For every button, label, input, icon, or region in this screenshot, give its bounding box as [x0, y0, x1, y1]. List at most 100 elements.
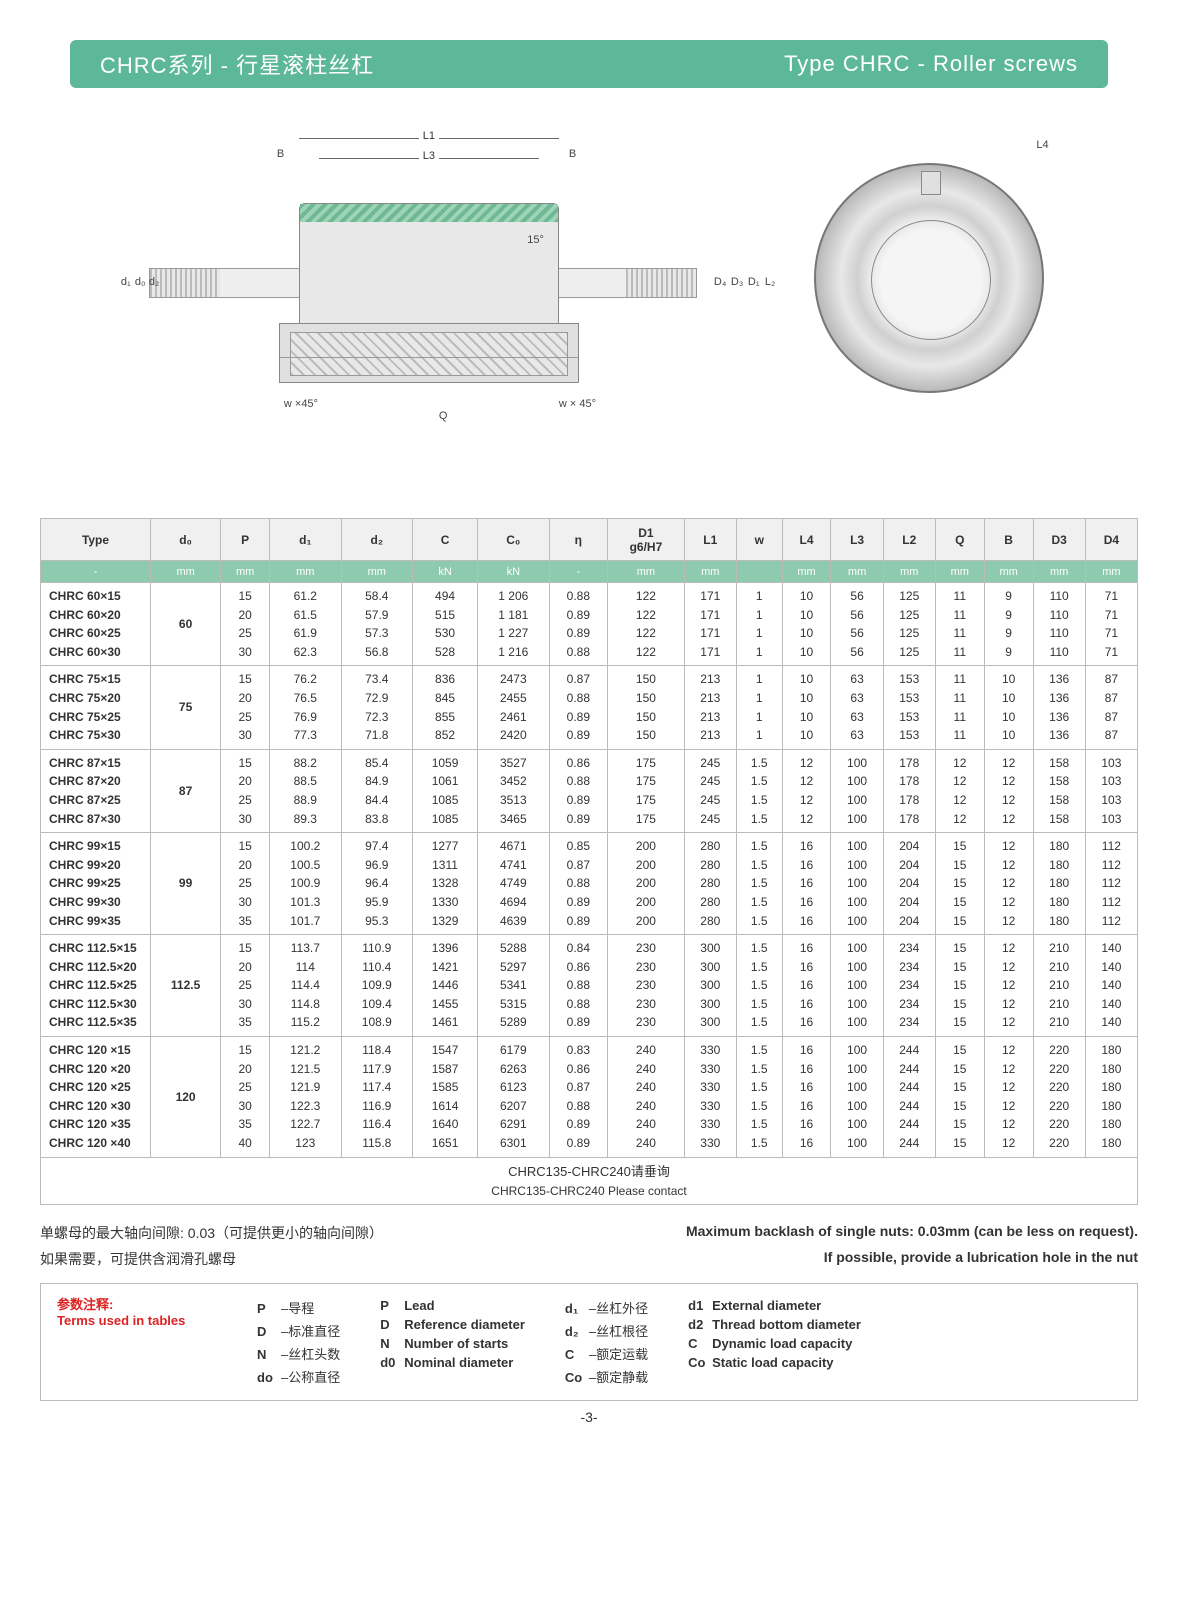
data-cell: 1520253035	[221, 833, 270, 935]
data-cell: 1.51.51.51.5	[736, 749, 782, 832]
data-cell: 12771311132813301329	[413, 833, 478, 935]
type-cell: CHRC 87×15CHRC 87×20CHRC 87×25CHRC 87×30	[41, 749, 151, 832]
data-cell: 110110110110	[1033, 583, 1085, 666]
data-cell: 15202530	[221, 749, 270, 832]
col-header: L2	[883, 519, 935, 561]
data-cell: 88.288.588.989.3	[270, 749, 341, 832]
dim-D1: D₁	[748, 276, 760, 288]
data-cell: 125125125125	[883, 583, 935, 666]
data-cell: 73.472.972.371.8	[341, 666, 412, 749]
data-cell: 220220220220220220	[1033, 1037, 1085, 1158]
data-cell: 3527345235133465	[478, 749, 549, 832]
dim-angle15: 15°	[527, 234, 544, 246]
data-cell: 103103103103	[1085, 749, 1137, 832]
col-header: Q	[935, 519, 984, 561]
data-cell: 112112112112112	[1085, 833, 1137, 935]
data-cell: 100100100100100100	[831, 1037, 883, 1158]
data-cell: 180180180180180	[1033, 833, 1085, 935]
data-cell: 244244244244244244	[883, 1037, 935, 1158]
unit-header: mm	[883, 561, 935, 583]
data-cell: 136136136136	[1033, 666, 1085, 749]
data-cell: 150150150150	[608, 666, 685, 749]
terms-item: d₁–丝杠外径	[565, 1298, 648, 1317]
terms-column: d1External diameterd2Thread bottom diame…	[688, 1298, 861, 1386]
d0-cell: 60	[151, 583, 221, 666]
data-cell: 10101010	[782, 583, 831, 666]
terms-item: NNumber of starts	[380, 1336, 525, 1351]
dim-L4: L4	[1036, 139, 1048, 151]
unit-header: mm	[782, 561, 831, 583]
data-cell: 63636363	[831, 666, 883, 749]
data-cell: 1616161616	[782, 935, 831, 1037]
data-cell: 234234234234234	[883, 935, 935, 1037]
data-cell: 121212121212	[984, 1037, 1033, 1158]
data-cell: 1212121212	[984, 833, 1033, 935]
dim-L3: L3	[319, 158, 539, 171]
notes-area: 单螺母的最大轴向间隙: 0.03（可提供更小的轴向间隙） Maximum bac…	[40, 1223, 1138, 1269]
data-cell: 161616161616	[782, 1037, 831, 1158]
terms-item: d1External diameter	[688, 1298, 861, 1313]
data-cell: 58.457.957.356.8	[341, 583, 412, 666]
dim-d2: d₂	[149, 276, 159, 288]
data-cell: 121.2121.5121.9122.3122.7123	[270, 1037, 341, 1158]
note-backlash-en: Maximum backlash of single nuts: 0.03mm …	[686, 1223, 1138, 1243]
type-cell: CHRC 112.5×15CHRC 112.5×20CHRC 112.5×25C…	[41, 935, 151, 1037]
data-cell: 76.276.576.977.3	[270, 666, 341, 749]
data-cell: 100100100100100	[831, 935, 883, 1037]
data-cell: 0.870.880.890.89	[549, 666, 608, 749]
terms-column: P–导程D–标准直径N–丝杠头数do–公称直径	[257, 1298, 340, 1386]
data-cell: 97.496.996.495.995.3	[341, 833, 412, 935]
contact-en: CHRC135-CHRC240 Please contact	[491, 1184, 686, 1198]
data-cell: 152025303540	[221, 1037, 270, 1158]
terms-item: N–丝杠头数	[257, 1344, 340, 1363]
data-cell: 12121212	[984, 749, 1033, 832]
data-cell: 100.2100.5100.9101.3101.7	[270, 833, 341, 935]
data-cell: 1 2061 1811 2271 216	[478, 583, 549, 666]
dim-L2: L₂	[765, 276, 775, 288]
contact-cn: CHRC135-CHRC240请垂询	[44, 1162, 1134, 1182]
data-cell: 1111	[736, 666, 782, 749]
data-cell: 1515151515	[935, 833, 984, 935]
d0-cell: 87	[151, 749, 221, 832]
unit-header: mm	[1033, 561, 1085, 583]
unit-header: mm	[831, 561, 883, 583]
data-cell: 1.51.51.51.51.5	[736, 935, 782, 1037]
data-cell: 1515151515	[935, 935, 984, 1037]
data-cell: 151515151515	[935, 1037, 984, 1158]
dim-D4: D₄	[714, 276, 726, 288]
unit-header: mm	[684, 561, 736, 583]
terms-item: PLead	[380, 1298, 525, 1313]
data-cell: 0.880.890.890.88	[549, 583, 608, 666]
data-cell: 1.51.51.51.51.5	[736, 833, 782, 935]
col-header: P	[221, 519, 270, 561]
terms-item: C–额定运载	[565, 1344, 648, 1363]
data-cell: 46714741474946944639	[478, 833, 549, 935]
type-cell: CHRC 99×15CHRC 99×20CHRC 99×25CHRC 99×30…	[41, 833, 151, 935]
dim-w45-left: w ×45°	[284, 398, 318, 410]
unit-header: mm	[151, 561, 221, 583]
unit-header: mm	[608, 561, 685, 583]
note-backlash-cn: 单螺母的最大轴向间隙: 0.03（可提供更小的轴向间隙）	[40, 1223, 383, 1243]
page-number: -3-	[40, 1409, 1138, 1425]
terms-box: 参数注释: Terms used in tables P–导程D–标准直径N–丝…	[40, 1283, 1138, 1401]
data-cell: 12121212	[935, 749, 984, 832]
terms-item: d₂–丝杠根径	[565, 1321, 648, 1340]
type-cell: CHRC 60×15CHRC 60×20CHRC 60×25CHRC 60×30	[41, 583, 151, 666]
col-header: Type	[41, 519, 151, 561]
unit-header: mm	[270, 561, 341, 583]
data-cell: 494515530528	[413, 583, 478, 666]
d0-cell: 112.5	[151, 935, 221, 1037]
col-header: η	[549, 519, 608, 561]
data-cell: 9999	[984, 583, 1033, 666]
d0-cell: 120	[151, 1037, 221, 1158]
unit-header: kN	[478, 561, 549, 583]
data-cell: 61.261.561.962.3	[270, 583, 341, 666]
data-cell: 100100100100	[831, 749, 883, 832]
data-cell: 10101010	[984, 666, 1033, 749]
unit-header	[736, 561, 782, 583]
terms-item: P–导程	[257, 1298, 340, 1317]
data-cell: 1212121212	[984, 935, 1033, 1037]
data-cell: 122122122122	[608, 583, 685, 666]
unit-header: mm	[1085, 561, 1137, 583]
data-cell: 0.830.860.870.880.890.89	[549, 1037, 608, 1158]
